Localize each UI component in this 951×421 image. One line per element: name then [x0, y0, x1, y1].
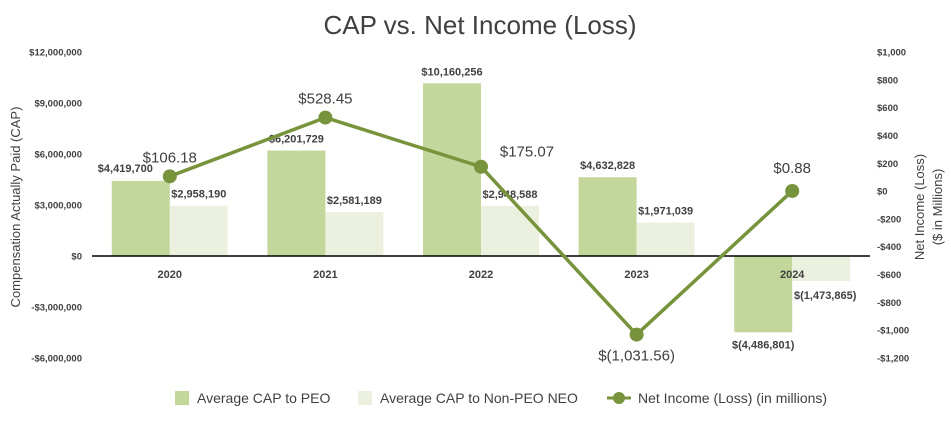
right-tick-label: $400	[877, 131, 898, 142]
category-label: 2021	[313, 269, 337, 281]
line-series	[162, 110, 800, 342]
legend: Average CAP to PEO Average CAP to Non-PEO…	[175, 390, 827, 406]
left-tick-label: -$6,000,000	[31, 354, 82, 365]
left-axis-ticks: -$6,000,000 -$3,000,000 $0 $3,000,000 $6,000…	[29, 48, 82, 365]
legend-label-peo: Average CAP to PEO	[197, 390, 330, 406]
category-label: 2023	[624, 269, 648, 281]
net-income-label: $106.18	[143, 149, 197, 166]
right-tick-label: -$1,200	[877, 354, 909, 365]
net-income-label: $175.07	[500, 144, 554, 161]
bar-label-non-peo: $2,958,190	[171, 189, 226, 201]
bar-label-non-peo: $2,581,189	[327, 195, 382, 207]
right-tick-label: -$600	[877, 270, 901, 281]
bar-label-non-peo: $(1,473,865)	[794, 290, 857, 302]
right-tick-label: -$800	[877, 298, 901, 309]
left-tick-label: $9,000,000	[34, 99, 82, 110]
bar-label-peo: $6,201,729	[269, 134, 324, 146]
legend-label-non-peo: Average CAP to Non-PEO NEO	[380, 390, 578, 406]
bar-label-non-peo: $2,948,588	[482, 189, 537, 201]
net-income-marker	[318, 110, 333, 125]
net-income-label: $0.88	[773, 160, 811, 177]
bar-label-peo: $4,632,828	[580, 160, 635, 172]
right-axis-title-line-1: Net Income (Loss)	[912, 154, 927, 260]
bar-label-peo: $10,160,256	[421, 66, 482, 78]
net-income-label: $528.45	[298, 91, 352, 108]
net-income-marker	[629, 327, 644, 342]
bar-peo	[734, 256, 793, 333]
bar-peo	[578, 177, 637, 256]
bar-label-peo: $(4,486,801)	[732, 339, 795, 351]
left-tick-label: $3,000,000	[34, 201, 82, 212]
left-tick-label: -$3,000,000	[31, 303, 82, 314]
category-label: 2022	[469, 269, 493, 281]
right-tick-label: -$400	[877, 242, 901, 253]
bar-non-peo	[792, 256, 851, 282]
category-label: 2020	[158, 269, 182, 281]
right-axis-ticks: -$1,200 -$1,000 -$800 -$600 -$400 -$200 $0 $200…	[877, 48, 909, 365]
bar-peo	[423, 83, 481, 256]
left-axis-title: Compensation Actually Paid (CAP)	[8, 107, 23, 308]
bar-non-peo	[481, 205, 539, 256]
bar-label-peo: $4,419,700	[98, 163, 153, 175]
net-income-label: $(1,031.56)	[598, 348, 675, 365]
bar-non-peo	[169, 205, 228, 256]
bar-peo	[267, 150, 326, 256]
bar-non-peo	[636, 222, 695, 256]
bar-non-peo	[325, 212, 384, 256]
right-tick-label: $800	[877, 75, 898, 86]
right-tick-label: -$200	[877, 214, 901, 225]
net-income-marker	[785, 183, 800, 198]
right-axis-title: Net Income (Loss) ($ in Millions)	[912, 154, 945, 260]
left-tick-label: $0	[71, 252, 82, 263]
bar-series	[111, 83, 851, 333]
line-data-labels: $106.18 $528.45 $175.07 $(1,031.56) $0.88	[143, 91, 811, 365]
legend-marker-net-income	[613, 392, 625, 404]
right-tick-label: $200	[877, 159, 898, 170]
category-label: 2024	[780, 269, 805, 281]
right-axis-title-line-2: ($ in Millions)	[930, 169, 945, 246]
right-tick-label: $0	[877, 187, 888, 198]
left-tick-label: $6,000,000	[34, 150, 82, 161]
bar-data-labels: $4,419,700 $6,201,729 $10,160,256 $4,632,82…	[98, 66, 857, 351]
bar-label-non-peo: $1,971,039	[638, 205, 693, 217]
right-tick-label: $1,000	[877, 48, 906, 59]
right-tick-label: -$1,000	[877, 326, 909, 337]
net-income-marker	[162, 169, 177, 184]
legend-swatch-peo	[175, 391, 189, 405]
left-tick-label: $12,000,000	[29, 48, 82, 59]
bar-peo	[111, 180, 170, 256]
legend-label-net-income: Net Income (Loss) (in millions)	[638, 390, 827, 406]
net-income-marker	[474, 159, 488, 174]
legend-swatch-non-peo	[358, 391, 372, 405]
chart-title: CAP vs. Net Income (Loss)	[323, 10, 636, 40]
right-tick-label: $600	[877, 103, 898, 114]
category-labels: 2020 2021 2022 2023 2024	[158, 269, 806, 281]
